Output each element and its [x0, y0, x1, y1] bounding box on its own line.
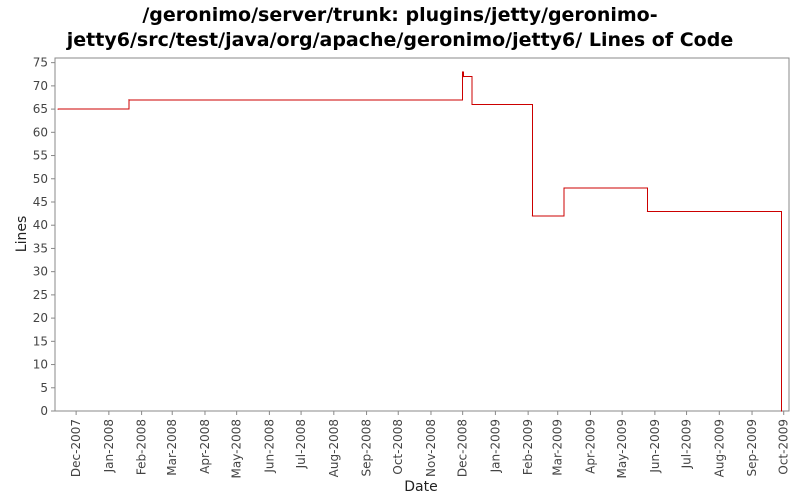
x-tick-label: Oct-2008: [391, 419, 405, 475]
x-tick-label: Jul-2009: [680, 419, 694, 469]
y-axis: 0 5 10 15 20 25 30 35 40 45 50 55 60 65 70 75: [33, 56, 55, 418]
y-tick-label: 15: [33, 334, 48, 348]
x-tick-label: Dec-2007: [69, 419, 83, 477]
y-tick-label: 20: [33, 311, 48, 325]
x-tick-label: Jul-2008: [294, 419, 308, 469]
y-tick-label: 10: [33, 358, 48, 372]
x-tick-label: Feb-2008: [135, 419, 149, 475]
y-axis-label: Lines: [14, 216, 30, 252]
data-point: [781, 410, 783, 412]
x-tick-label: Jan-2009: [488, 419, 502, 473]
x-tick-label: Jan-2008: [102, 419, 116, 473]
plot-area: [54, 57, 790, 412]
x-tick-label: May-2009: [615, 419, 629, 478]
data-point: [57, 108, 59, 110]
data-point: [462, 71, 464, 73]
y-tick-label: 50: [33, 172, 48, 186]
x-tick-label: Oct-2009: [777, 419, 791, 475]
y-tick-label: 25: [33, 288, 48, 302]
x-tick-label: Aug-2009: [712, 419, 726, 477]
x-tick-label: Mar-2008: [165, 419, 179, 476]
chart-title-line-2: jetty6/src/test/java/org/apache/geronimo…: [66, 29, 733, 51]
x-tick-label: Sep-2008: [360, 419, 374, 477]
chart-title-line-1: /geronimo/server/trunk: plugins/jetty/ge…: [142, 4, 657, 26]
y-tick-label: 60: [33, 125, 48, 139]
data-point: [563, 187, 565, 189]
data-point: [463, 75, 465, 78]
x-tick-label: May-2008: [230, 419, 244, 478]
x-tick-label: Sep-2009: [745, 419, 759, 477]
y-tick-label: 40: [33, 218, 48, 232]
x-tick-label: Apr-2009: [583, 419, 597, 474]
y-tick-label: 0: [40, 404, 48, 418]
y-tick-label: 70: [33, 79, 48, 93]
x-axis: Dec-2007 Jan-2008 Feb-2008 Mar-2008 Apr-2008…: [69, 411, 791, 478]
x-tick-label: Dec-2008: [456, 419, 470, 477]
x-tick-label: Jun-2008: [262, 419, 276, 474]
y-tick-label: 75: [33, 56, 48, 70]
y-tick-label: 5: [40, 381, 48, 395]
y-tick-label: 65: [33, 102, 48, 116]
x-axis-label: Date: [404, 479, 437, 495]
y-tick-label: 55: [33, 149, 48, 163]
series-layer: [57, 71, 783, 412]
y-tick-label: 30: [33, 265, 48, 279]
x-tick-label: Nov-2008: [424, 419, 438, 477]
x-tick-label: Mar-2009: [551, 419, 565, 476]
x-tick-label: Feb-2009: [521, 419, 535, 475]
data-point: [646, 210, 649, 212]
data-point: [531, 215, 533, 217]
x-tick-label: Apr-2008: [198, 419, 212, 474]
y-tick-label: 45: [33, 195, 48, 209]
data-point: [471, 103, 473, 106]
x-tick-label: Aug-2008: [327, 419, 341, 477]
y-tick-label: 35: [33, 241, 48, 255]
data-point: [128, 99, 130, 101]
x-tick-label: Jun-2009: [648, 419, 662, 474]
